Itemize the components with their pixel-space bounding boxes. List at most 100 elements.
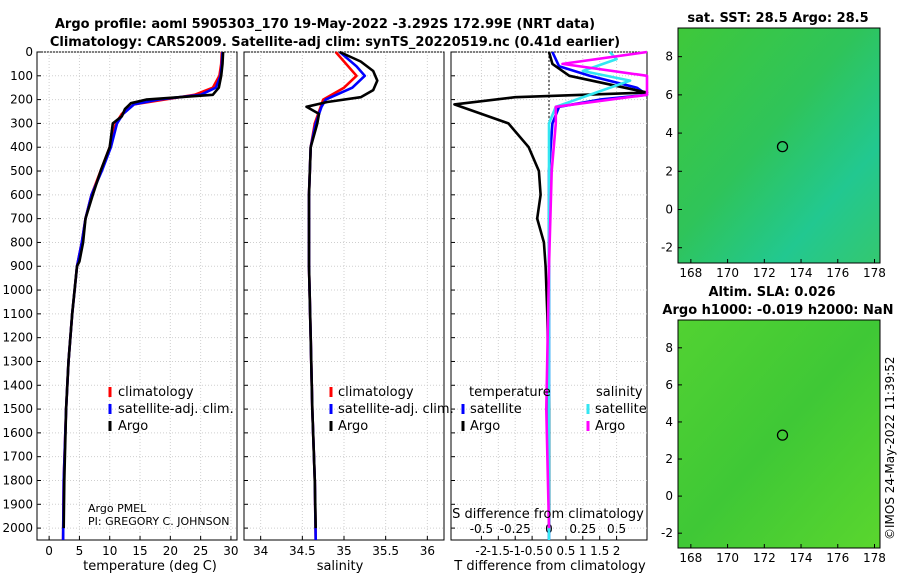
tick-label-x: -1.5 (487, 544, 510, 558)
map-tick-label-y: -2 (661, 526, 673, 540)
map-tick-label-x: 174 (790, 551, 813, 565)
sla-map-ticks: 168 170 172 174 176 178 8 6 4 2 0 -2 (661, 341, 886, 565)
map-tick-label-x: 172 (753, 551, 776, 565)
tick-label-y: 900 (10, 259, 33, 273)
tick-label-y: 1400 (2, 378, 33, 392)
legend-title-temperature: temperature (469, 385, 551, 400)
tick-label-y: 400 (10, 140, 33, 154)
tick-label-y: 1600 (2, 426, 33, 440)
tick-label-x: 35 (336, 544, 351, 558)
map-tick-label-y: 2 (665, 164, 673, 178)
map-tick-label-x: 178 (863, 266, 886, 280)
map-tick-label-y: 2 (665, 452, 673, 466)
temperature-panel: 0100200300400500600700800900100011001200… (2, 45, 238, 574)
legend-title-salinity: salinity (596, 385, 643, 400)
tick-label-y: 1300 (2, 354, 33, 368)
sla-map-subtitle: Argo h1000: -0.019 h2000: NaN (662, 303, 893, 318)
tick-label-s: 0.5 (607, 522, 626, 536)
map-tick-label-x: 178 (863, 551, 886, 565)
temperature-gridlines (37, 51, 237, 540)
sst-map-title: sat. SST: 28.5 Argo: 28.5 (687, 11, 868, 26)
series-line-t-argo (453, 51, 649, 529)
tick-label-x: 34.5 (289, 544, 316, 558)
sst-map-field (678, 28, 880, 263)
temperature-series (61, 51, 225, 541)
tick-label-y: 1500 (2, 402, 33, 416)
tick-label-y: 1000 (2, 283, 33, 297)
salinity-legend: climatology satellite-adj. clim. Argo (329, 385, 454, 434)
credit-line-1: Argo PMEL (88, 502, 147, 515)
legend-label-t-argo: Argo (470, 419, 500, 434)
title-line-1: Argo profile: aoml 5905303_170 19-May-20… (55, 17, 595, 32)
imos-stamp: ©IMOS 24-May-2022 11:39:52 (883, 356, 897, 540)
sla-map-title: Altim. SLA: 0.026 (709, 285, 836, 300)
tick-label-x: 0 (45, 544, 53, 558)
sst-map-ticks: 168 170 172 174 176 178 8 6 4 2 0 -2 (661, 50, 886, 280)
difference-panel: -2 -1.5 -1 -0.5 0 0.5 1 1.5 2-0.5 -0.25 0 0.25 0.5 T… (450, 50, 649, 574)
sla-map-frame (677, 319, 881, 549)
tick-label-s: 0.25 (569, 522, 596, 536)
tick-label-y: 100 (10, 69, 33, 83)
map-tick-label-x: 172 (753, 266, 776, 280)
difference-xlabel-top: S difference from climatology (452, 507, 644, 522)
tick-label-x: 0.5 (556, 544, 575, 558)
sla-map-argo-marker (776, 429, 789, 441)
tick-label-x: -0.5 (520, 544, 543, 558)
tick-label-y: 500 (10, 164, 33, 178)
salinity-panel: 34 34.5 35 35.5 36 salinity climatology sate… (243, 50, 454, 574)
series-line-climatology (61, 51, 224, 541)
sst-map-argo-marker (776, 140, 789, 153)
sst-map-frame (677, 27, 881, 264)
difference-xlabel: T difference from climatology (453, 559, 646, 574)
map-tick-label-y: 0 (665, 489, 673, 503)
salinity-series (305, 50, 379, 541)
tick-label-x: 1.5 (590, 544, 609, 558)
salinity-xlabel: salinity (317, 559, 364, 574)
legend-label-argo: Argo (118, 419, 148, 434)
sst-map-panel: sat. SST: 28.5 Argo: 28.5 168 170 172 174 17… (661, 11, 886, 280)
map-tick-label-x: 170 (716, 266, 739, 280)
legend-label-t-satellite: satellite (470, 402, 522, 417)
tick-label-x: -1 (509, 544, 521, 558)
map-tick-label-y: 4 (665, 415, 673, 429)
tick-label-x: 36 (420, 544, 435, 558)
tick-label-x: 34 (253, 544, 268, 558)
sla-map-field (678, 320, 880, 548)
series-line-satellite-adj-clim- (61, 51, 224, 541)
tick-label-x: 5 (76, 544, 84, 558)
map-tick-label-x: 174 (790, 266, 813, 280)
tick-label-x: 0 (545, 544, 553, 558)
tick-label-y: 200 (10, 93, 33, 107)
tick-label-x: 2 (613, 544, 621, 558)
map-tick-label-y: 8 (665, 50, 673, 64)
map-tick-label-y: 6 (665, 378, 673, 392)
series-line-s-satellite (547, 51, 632, 540)
map-tick-label-x: 170 (716, 551, 739, 565)
series-line-argo (62, 51, 225, 529)
series-line-s-argo (544, 50, 649, 529)
legend-label-satellite: satellite-adj. clim. (118, 402, 234, 417)
tick-label-y: 700 (10, 212, 33, 226)
tick-label-x: 20 (163, 544, 178, 558)
salinity-gridlines (244, 51, 444, 540)
legend-label-s-satellite: satellite (595, 402, 647, 417)
tick-label-s: -0.5 (470, 522, 493, 536)
tick-label-y: 1100 (2, 307, 33, 321)
tick-label-y: 1700 (2, 450, 33, 464)
map-tick-label-x: 176 (826, 266, 849, 280)
map-tick-label-y: 0 (665, 203, 673, 217)
temperature-legend: climatology satellite-adj. clim. Argo (108, 385, 234, 434)
map-tick-label-x: 168 (679, 551, 702, 565)
difference-series (453, 50, 649, 540)
temperature-frame (36, 51, 238, 541)
map-tick-label-y: -2 (661, 241, 673, 255)
tick-label-y: 600 (10, 188, 33, 202)
sla-map-panel: Altim. SLA: 0.026 Argo h1000: -0.019 h20… (661, 285, 894, 565)
tick-label-x: 10 (102, 544, 117, 558)
map-tick-label-x: 168 (679, 266, 702, 280)
credit-line-2: PI: GREGORY C. JOHNSON (88, 515, 229, 528)
map-tick-label-y: 6 (665, 88, 673, 102)
series-line-t-satellite (547, 51, 649, 540)
title-line-2: Climatology: CARS2009. Satellite-adj cli… (50, 35, 620, 50)
